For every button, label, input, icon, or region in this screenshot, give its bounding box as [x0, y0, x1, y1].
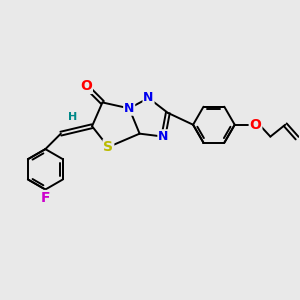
- Text: O: O: [250, 118, 262, 132]
- Text: O: O: [80, 79, 92, 93]
- Text: N: N: [143, 92, 154, 104]
- Text: N: N: [158, 130, 169, 143]
- Text: F: F: [40, 191, 50, 205]
- Text: N: N: [124, 102, 134, 115]
- Text: H: H: [68, 112, 77, 122]
- Text: S: S: [103, 140, 113, 154]
